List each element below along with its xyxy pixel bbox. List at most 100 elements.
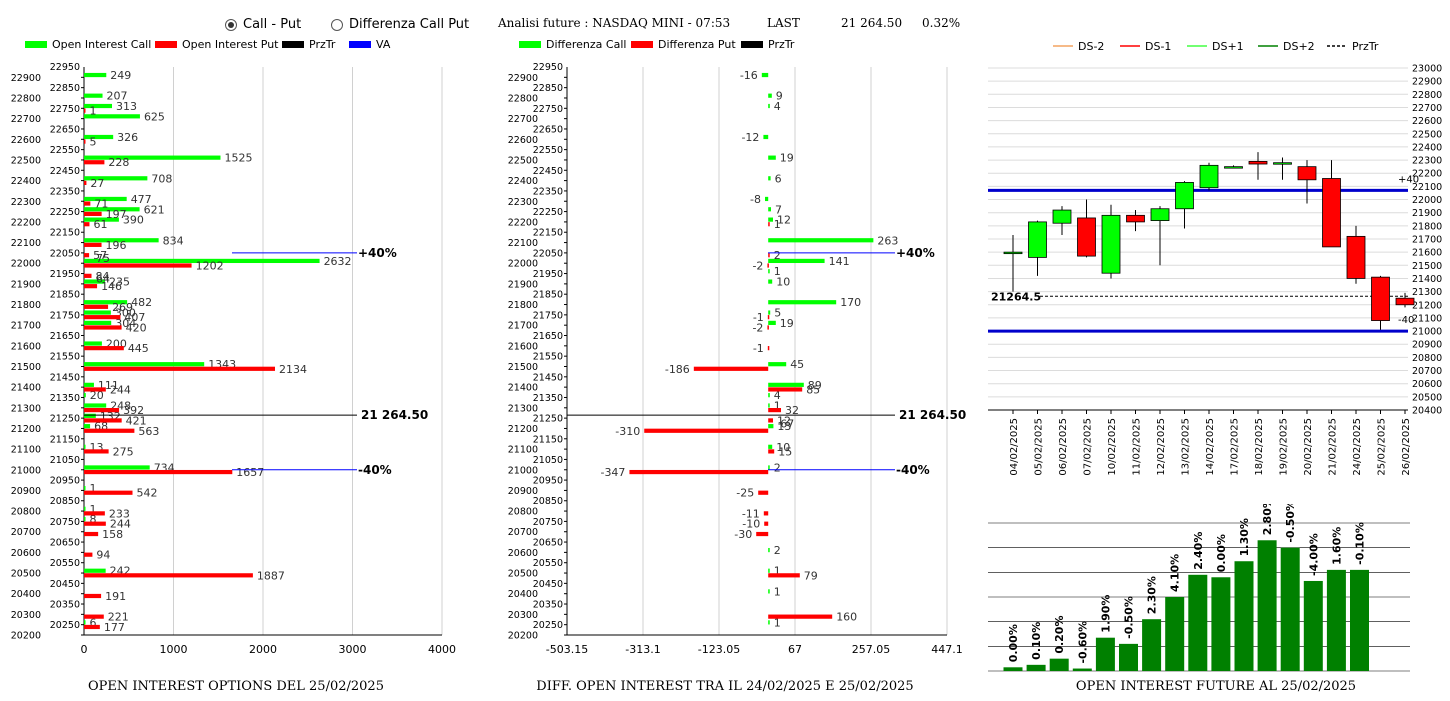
x-tick-label: 07/02/2025 [1083, 418, 1094, 476]
y-tick-label: 22250 [50, 207, 80, 218]
candle-body [1224, 166, 1243, 169]
put-value-label: 1 [774, 218, 781, 231]
radio-differenza[interactable]: Differenza Call Put [331, 17, 469, 32]
y-tick-label: 21200 [11, 424, 41, 435]
put-bar [764, 521, 769, 526]
call-bar [84, 310, 111, 315]
legend-label: DS+1 [1212, 40, 1244, 53]
x-tick-label: 24/02/2025 [1352, 418, 1363, 476]
y-tick-label: 21300 [11, 403, 41, 414]
future-oi-label: 2.40% [1192, 532, 1205, 570]
y-tick-label: 21000 [1412, 327, 1442, 338]
y-tick-label: 21100 [11, 445, 41, 456]
call-bar [84, 155, 221, 160]
call-value-label: 8 [90, 513, 97, 526]
put-value-label: 228 [108, 156, 129, 169]
x-tick-label: -123.05 [698, 643, 740, 656]
y-tick-label: 21150 [50, 434, 80, 445]
candle-body [1126, 214, 1145, 223]
y-tick-label: 20900 [1412, 340, 1442, 351]
y-tick-label: 22000 [508, 259, 538, 270]
radio-call-put[interactable]: Call - Put [225, 17, 301, 32]
y-tick-label: 20950 [533, 476, 563, 487]
legend-label: PrzTr [1352, 40, 1379, 53]
call-value-label: 1 [774, 265, 781, 278]
call-bar [768, 103, 770, 109]
future-oi-label: 2.80% [1261, 504, 1274, 535]
put-value-label: -2 [752, 321, 763, 334]
put-value-label: -1 [753, 311, 764, 324]
call-value-label: 1 [90, 482, 97, 495]
call-bar [84, 506, 86, 511]
call-bar [84, 444, 86, 449]
y-tick-label: 22650 [50, 124, 80, 135]
call-value-label: 1525 [224, 152, 252, 165]
y-tick-label: 20600 [11, 548, 41, 559]
call-bar [763, 134, 769, 140]
y-tick-label: 21450 [50, 372, 80, 383]
legend-label: Open Interest Call [52, 38, 151, 51]
call-bar [768, 424, 774, 429]
put-value-label: 233 [109, 507, 130, 520]
y-tick-label: 20200 [508, 631, 538, 642]
put-bar [768, 449, 775, 454]
put-bar [84, 428, 135, 433]
call-bar [84, 114, 140, 119]
candle-body [1395, 297, 1415, 306]
future-oi-bar [1350, 569, 1369, 671]
legend-swatch [741, 41, 763, 48]
future-oi-label: -4.00% [1307, 533, 1320, 576]
put-bar [84, 366, 275, 371]
call-value-label: 249 [110, 69, 131, 82]
y-tick-label: 22100 [1412, 182, 1442, 193]
y-tick-label: 22950 [533, 62, 563, 73]
put-value-label: -2 [752, 260, 763, 273]
radio-checked-icon [225, 18, 237, 31]
y-tick-label: 20650 [533, 538, 563, 549]
put-value-label: 275 [113, 445, 134, 458]
put-value-label: 85 [806, 383, 820, 396]
y-tick-label: 21200 [508, 424, 538, 435]
y-tick-label: 22800 [508, 93, 538, 104]
put-bar [768, 253, 770, 258]
call-value-label: 1 [774, 616, 781, 629]
put-bar [84, 346, 124, 351]
y-tick-label: 21400 [11, 383, 41, 394]
legend-swatch [282, 41, 304, 48]
future-oi-bar [1049, 658, 1069, 671]
put-bar [84, 387, 106, 392]
x-tick-label: 18/02/2025 [1254, 418, 1265, 476]
future-oi-bar [1280, 547, 1300, 671]
przTr-label: 21 264.50 [361, 408, 428, 422]
call-bar [768, 300, 837, 305]
y-tick-label: 21100 [508, 445, 538, 456]
put-bar [84, 511, 105, 516]
legend-swatch [349, 41, 371, 48]
y-tick-label: 21800 [508, 300, 538, 311]
y-tick-label: 22450 [533, 166, 563, 177]
legend-label: Open Interest Put [182, 38, 279, 51]
put-value-label: 542 [137, 487, 158, 500]
call-value-label: 263 [877, 234, 898, 247]
y-tick-label: 20800 [1412, 353, 1442, 364]
call-value-label: 235 [109, 276, 130, 289]
y-tick-label: 21300 [508, 403, 538, 414]
y-tick-label: 20550 [50, 558, 80, 569]
candle-body [1028, 221, 1047, 258]
put-bar [84, 139, 86, 144]
future-oi-bar [1234, 561, 1254, 671]
y-tick-label: 21150 [533, 434, 563, 445]
y-tick-label: 21550 [50, 352, 80, 363]
va-label: -40% [896, 463, 930, 477]
y-tick-label: 22900 [11, 73, 41, 84]
y-tick-label: 20600 [1412, 379, 1442, 390]
call-bar [768, 310, 771, 315]
x-tick-label: 04/02/2025 [1009, 418, 1020, 476]
candle-body [1273, 162, 1292, 165]
y-tick-label: 21000 [508, 465, 538, 476]
put-value-label: -1 [753, 342, 764, 355]
put-value-label: 392 [123, 404, 144, 417]
y-tick-label: 22850 [533, 83, 563, 94]
x-tick-label: 4000 [428, 643, 456, 656]
legend-label: PrzTr [768, 38, 795, 51]
